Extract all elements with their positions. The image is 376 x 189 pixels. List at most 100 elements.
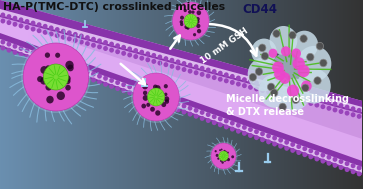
- Circle shape: [248, 133, 253, 138]
- Circle shape: [170, 105, 174, 110]
- Circle shape: [291, 31, 318, 59]
- Circle shape: [85, 41, 90, 46]
- Circle shape: [79, 73, 84, 78]
- Circle shape: [131, 71, 181, 123]
- Circle shape: [139, 56, 144, 61]
- Circle shape: [308, 154, 313, 159]
- Circle shape: [224, 160, 226, 162]
- Circle shape: [182, 109, 186, 115]
- Circle shape: [103, 76, 108, 81]
- Circle shape: [273, 30, 280, 37]
- Circle shape: [226, 159, 227, 161]
- Circle shape: [326, 100, 331, 105]
- Circle shape: [236, 81, 241, 87]
- Circle shape: [261, 52, 268, 60]
- Circle shape: [302, 93, 307, 98]
- Circle shape: [67, 36, 72, 41]
- Circle shape: [49, 26, 54, 30]
- Circle shape: [127, 90, 132, 95]
- Circle shape: [308, 95, 313, 100]
- Circle shape: [266, 139, 271, 144]
- Circle shape: [193, 33, 196, 36]
- Circle shape: [6, 48, 11, 53]
- Circle shape: [210, 142, 237, 170]
- Circle shape: [164, 62, 168, 67]
- Circle shape: [158, 101, 162, 106]
- Circle shape: [217, 157, 220, 160]
- Circle shape: [272, 51, 306, 87]
- Circle shape: [25, 25, 29, 30]
- Circle shape: [242, 77, 247, 82]
- Circle shape: [115, 86, 120, 91]
- Circle shape: [171, 1, 210, 41]
- Circle shape: [182, 104, 186, 108]
- Circle shape: [289, 31, 296, 39]
- Circle shape: [278, 144, 283, 149]
- Polygon shape: [0, 33, 362, 175]
- Circle shape: [79, 67, 84, 72]
- Circle shape: [302, 84, 309, 92]
- Circle shape: [272, 91, 277, 96]
- Circle shape: [249, 73, 256, 81]
- Circle shape: [18, 52, 23, 57]
- Circle shape: [31, 50, 35, 55]
- Circle shape: [79, 33, 84, 39]
- Circle shape: [345, 111, 349, 116]
- Circle shape: [196, 17, 200, 21]
- Circle shape: [242, 83, 247, 88]
- Circle shape: [37, 58, 41, 63]
- Circle shape: [326, 106, 331, 111]
- Circle shape: [296, 150, 301, 155]
- Circle shape: [302, 152, 307, 157]
- Text: CD44: CD44: [243, 3, 278, 16]
- Circle shape: [146, 103, 150, 107]
- Circle shape: [224, 124, 229, 129]
- Circle shape: [290, 90, 295, 95]
- Circle shape: [314, 103, 319, 108]
- Circle shape: [219, 151, 228, 161]
- Circle shape: [332, 101, 337, 106]
- Circle shape: [266, 90, 271, 95]
- Circle shape: [103, 40, 108, 45]
- Circle shape: [248, 85, 253, 90]
- Circle shape: [91, 37, 96, 42]
- Circle shape: [314, 77, 321, 84]
- Circle shape: [308, 148, 313, 153]
- Circle shape: [307, 53, 314, 61]
- Circle shape: [0, 46, 5, 50]
- Circle shape: [200, 72, 205, 77]
- Circle shape: [146, 97, 150, 102]
- Circle shape: [216, 154, 218, 157]
- Circle shape: [21, 41, 91, 113]
- Circle shape: [109, 42, 114, 47]
- Circle shape: [284, 94, 289, 99]
- Circle shape: [67, 65, 74, 71]
- Circle shape: [43, 60, 48, 65]
- Circle shape: [37, 28, 41, 33]
- Circle shape: [196, 24, 200, 28]
- Circle shape: [152, 59, 156, 64]
- Circle shape: [351, 106, 355, 111]
- Circle shape: [188, 69, 193, 74]
- Circle shape: [0, 12, 5, 18]
- Circle shape: [231, 155, 234, 158]
- Circle shape: [146, 51, 150, 56]
- Circle shape: [73, 71, 78, 76]
- Circle shape: [194, 70, 199, 75]
- Circle shape: [230, 74, 235, 79]
- Circle shape: [279, 103, 286, 111]
- Circle shape: [200, 110, 205, 115]
- Circle shape: [215, 150, 217, 152]
- Circle shape: [224, 119, 229, 123]
- Circle shape: [55, 53, 60, 58]
- Circle shape: [180, 20, 183, 24]
- Circle shape: [351, 169, 355, 174]
- Circle shape: [270, 26, 297, 55]
- Circle shape: [260, 137, 265, 142]
- Circle shape: [91, 43, 96, 48]
- Circle shape: [37, 22, 41, 27]
- Circle shape: [278, 93, 283, 98]
- Circle shape: [31, 56, 35, 61]
- Circle shape: [242, 125, 247, 130]
- Circle shape: [143, 91, 147, 95]
